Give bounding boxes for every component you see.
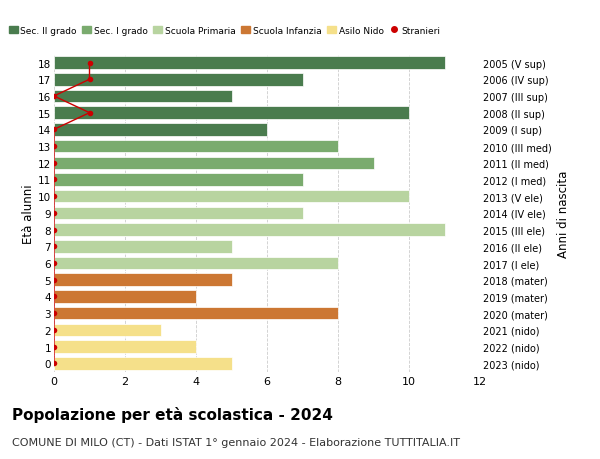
- Bar: [54, 324, 161, 336]
- Point: [49, 293, 59, 301]
- Text: COMUNE DI MILO (CT) - Dati ISTAT 1° gennaio 2024 - Elaborazione TUTTITALIA.IT: COMUNE DI MILO (CT) - Dati ISTAT 1° genn…: [12, 437, 460, 447]
- Bar: [54, 241, 232, 253]
- Bar: [54, 107, 409, 120]
- Point: [49, 310, 59, 317]
- Bar: [54, 190, 409, 203]
- Bar: [54, 124, 267, 136]
- Point: [85, 60, 94, 67]
- Point: [49, 243, 59, 251]
- Bar: [54, 224, 445, 236]
- Point: [49, 326, 59, 334]
- Bar: [54, 157, 373, 170]
- Bar: [54, 140, 338, 153]
- Bar: [54, 174, 302, 186]
- Point: [49, 226, 59, 234]
- Point: [49, 360, 59, 367]
- Bar: [54, 291, 196, 303]
- Point: [49, 160, 59, 167]
- Bar: [54, 307, 338, 320]
- Point: [85, 76, 94, 84]
- Point: [49, 276, 59, 284]
- Point: [49, 193, 59, 201]
- Bar: [54, 274, 232, 286]
- Y-axis label: Anni di nascita: Anni di nascita: [557, 170, 570, 257]
- Bar: [54, 257, 338, 270]
- Bar: [54, 207, 302, 220]
- Point: [85, 110, 94, 117]
- Y-axis label: Età alunni: Età alunni: [22, 184, 35, 243]
- Point: [49, 93, 59, 101]
- Bar: [54, 57, 445, 70]
- Point: [49, 343, 59, 351]
- Point: [49, 210, 59, 217]
- Bar: [54, 341, 196, 353]
- Bar: [54, 90, 232, 103]
- Point: [49, 126, 59, 134]
- Point: [49, 143, 59, 151]
- Legend: Sec. II grado, Sec. I grado, Scuola Primaria, Scuola Infanzia, Asilo Nido, Stran: Sec. II grado, Sec. I grado, Scuola Prim…: [5, 23, 443, 39]
- Text: Popolazione per età scolastica - 2024: Popolazione per età scolastica - 2024: [12, 406, 333, 422]
- Bar: [54, 74, 302, 86]
- Bar: [54, 357, 232, 369]
- Point: [49, 176, 59, 184]
- Point: [49, 260, 59, 267]
